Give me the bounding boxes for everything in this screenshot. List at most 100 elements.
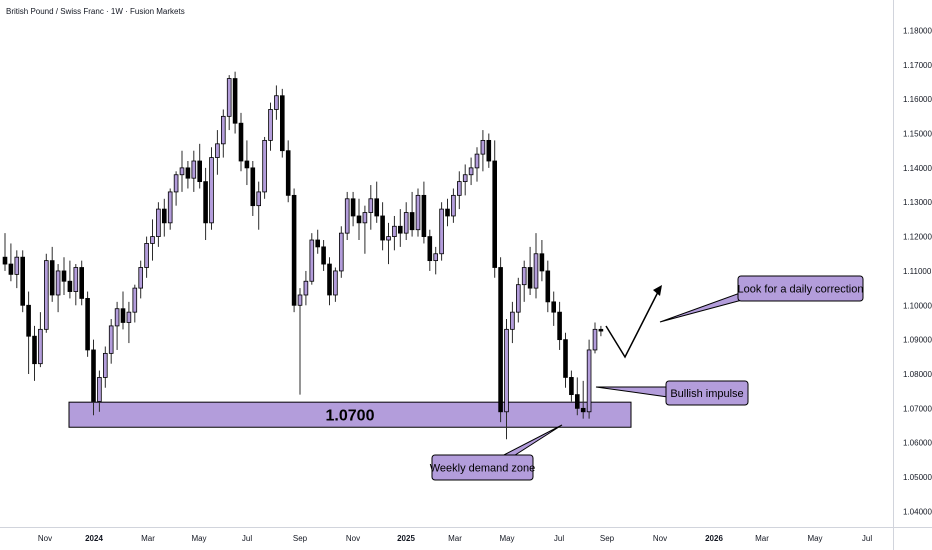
candle-body: [238, 122, 244, 162]
x-tick-label: Jul: [554, 534, 564, 543]
candle-body: [108, 325, 114, 354]
candle-body: [244, 160, 250, 169]
candle: [539, 240, 545, 282]
projection-line: [605, 287, 661, 359]
candle: [516, 277, 521, 323]
candle-body: [32, 335, 37, 365]
candle-body: [557, 311, 562, 341]
candle: [492, 140, 497, 278]
candle: [2, 233, 8, 271]
candle: [445, 198, 450, 227]
candle: [303, 270, 309, 306]
candle: [268, 102, 273, 151]
candle: [203, 167, 208, 241]
y-tick-label: 1.15000: [903, 130, 932, 139]
candle-body: [49, 260, 55, 296]
candle: [138, 260, 144, 299]
candle-body: [179, 167, 185, 176]
candle: [244, 140, 250, 186]
candle-body: [61, 270, 67, 282]
candle-body: [403, 212, 409, 234]
candle: [321, 240, 326, 271]
price-axis[interactable]: 1.18000 1.17000 1.16000 1.15000 1.14000 1.130…: [903, 26, 932, 516]
candle: [67, 260, 73, 299]
x-tick-label: Sep: [293, 534, 308, 543]
callout-weekly-demand-pointer: [499, 424, 563, 458]
candle-body: [232, 78, 238, 124]
callout-weekly-demand-box: [431, 454, 534, 481]
candle: [362, 205, 368, 254]
x-tick-label: Jul: [862, 534, 872, 543]
candle-body: [551, 301, 556, 313]
candle-body: [197, 160, 203, 183]
candle: [498, 257, 503, 423]
candle-body: [44, 260, 49, 330]
candle-body: [445, 208, 450, 217]
candle-body: [368, 198, 374, 213]
candle-body: [433, 253, 438, 262]
callout-daily-correction-box: [737, 275, 864, 302]
time-axis[interactable]: Nov 2024 Mar May Jul Sep Nov 2025 Mar May Jul Sep No…: [38, 534, 872, 543]
candles: [2, 71, 604, 440]
candle: [592, 322, 598, 354]
candle: [85, 291, 90, 357]
candle: [563, 332, 568, 388]
y-tick-label: 1.17000: [903, 61, 932, 70]
weekly-demand-zone: 1.0700: [68, 401, 632, 428]
candle-body: [20, 256, 25, 306]
y-tick-label: 1.13000: [903, 198, 932, 207]
callout-daily-correction-text: Look for a daily correction: [738, 284, 864, 296]
candle: [285, 140, 291, 203]
candle: [256, 181, 261, 230]
candle-body: [592, 328, 598, 351]
candle: [397, 209, 403, 247]
candle: [55, 264, 61, 313]
candle: [26, 291, 31, 374]
candle: [356, 198, 362, 241]
candle-body: [533, 253, 539, 289]
candle: [173, 171, 179, 206]
callout-bullish-impulse-pointer: [595, 386, 669, 398]
candle: [215, 130, 220, 175]
candle: [468, 157, 474, 186]
candle: [73, 264, 79, 306]
candle: [533, 233, 539, 299]
candle: [504, 319, 509, 440]
candle: [386, 222, 391, 265]
candle-body: [545, 270, 551, 303]
candle: [433, 246, 438, 275]
candle-body: [161, 208, 167, 224]
x-tick-label: Mar: [141, 534, 155, 543]
y-tick-label: 1.09000: [903, 336, 932, 345]
candle: [144, 236, 149, 278]
y-tick-label: 1.08000: [903, 370, 932, 379]
candle-body: [492, 160, 497, 268]
candle: [156, 202, 161, 247]
candle-body: [563, 339, 568, 378]
candle-body: [415, 194, 421, 231]
candle-body: [91, 349, 96, 402]
candle: [79, 260, 85, 306]
y-tick-label: 1.07000: [903, 404, 932, 413]
candle-body: [397, 225, 403, 234]
candle: [575, 377, 580, 416]
candle-body: [274, 95, 279, 110]
candle-body: [350, 198, 356, 217]
candle: [409, 191, 415, 237]
candle: [598, 325, 604, 337]
x-tick-label: Jul: [242, 534, 252, 543]
candle: [439, 202, 444, 261]
candle: [421, 181, 427, 244]
candle-body: [315, 239, 320, 248]
candle: [150, 219, 155, 261]
candle: [114, 301, 120, 350]
candle-body: [510, 311, 515, 330]
candle: [427, 229, 433, 271]
candle-body: [338, 232, 344, 272]
candle-body: [421, 194, 427, 237]
candle: [126, 301, 132, 344]
candle-body: [215, 143, 220, 158]
candle-body: [392, 225, 397, 237]
projection-arrowhead: [653, 285, 662, 296]
